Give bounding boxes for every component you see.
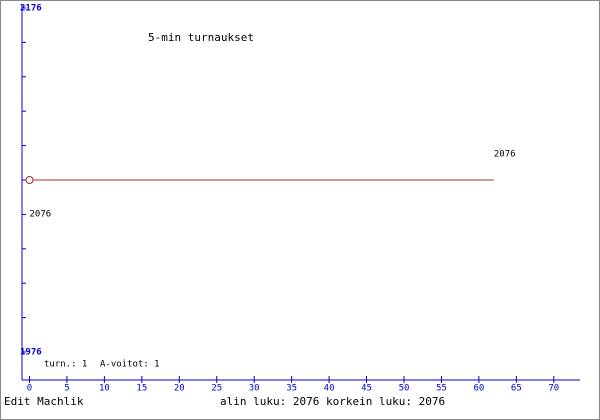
x-tick-label: 25 [211, 384, 222, 394]
data-label: 2076 [29, 210, 51, 220]
x-tick-label: 30 [249, 384, 260, 394]
footer-range: alin luku: 2076 korkein luku: 2076 [220, 395, 445, 408]
y-tick-label: 2176 [20, 4, 42, 14]
chart-title: 5-min turnaukset [148, 31, 254, 44]
footer-left: Edit Machlik [4, 395, 84, 408]
x-tick-label: 35 [286, 384, 297, 394]
x-tick-label: 65 [511, 384, 522, 394]
x-tick-label: 50 [399, 384, 410, 394]
x-tick-label: 15 [136, 384, 147, 394]
data-label: 2076 [494, 150, 516, 160]
x-tick-label: 60 [473, 384, 484, 394]
x-tick-label: 10 [99, 384, 110, 394]
x-tick-label: 0 [27, 384, 32, 394]
x-tick-label: 40 [324, 384, 335, 394]
annotation: turn.: 1 [44, 360, 87, 370]
x-tick-label: 55 [436, 384, 447, 394]
x-tick-label: 70 [548, 384, 559, 394]
y-tick-label: 1976 [20, 348, 42, 358]
annotation: A-voitot: 1 [100, 360, 160, 370]
x-tick-label: 5 [64, 384, 69, 394]
x-tick-label: 20 [174, 384, 185, 394]
marker [25, 176, 34, 184]
x-tick-label: 45 [361, 384, 372, 394]
